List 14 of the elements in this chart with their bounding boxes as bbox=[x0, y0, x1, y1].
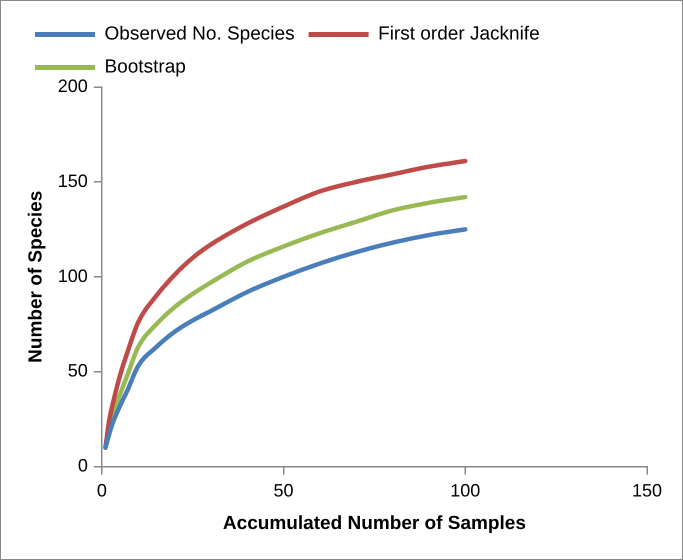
y-tick-label: 200 bbox=[58, 76, 88, 96]
y-tick-label: 50 bbox=[68, 360, 88, 381]
x-tick-label: 0 bbox=[96, 480, 107, 500]
x-tick-label: 150 bbox=[632, 480, 662, 500]
legend-label: First order Jacknife bbox=[378, 24, 540, 45]
x-axis-title: Accumulated Number of Samples bbox=[222, 512, 526, 534]
y-tick-label: 100 bbox=[58, 266, 88, 286]
x-tick-label: 100 bbox=[450, 480, 480, 500]
y-tick-label: 0 bbox=[78, 456, 88, 476]
legend-label: Observed No. Species bbox=[104, 24, 295, 45]
legend-label: Bootstrap bbox=[104, 56, 186, 78]
y-tick-label: 150 bbox=[58, 170, 88, 191]
x-tick-label: 50 bbox=[274, 480, 294, 500]
y-axis-title: Number of Species bbox=[26, 190, 47, 363]
